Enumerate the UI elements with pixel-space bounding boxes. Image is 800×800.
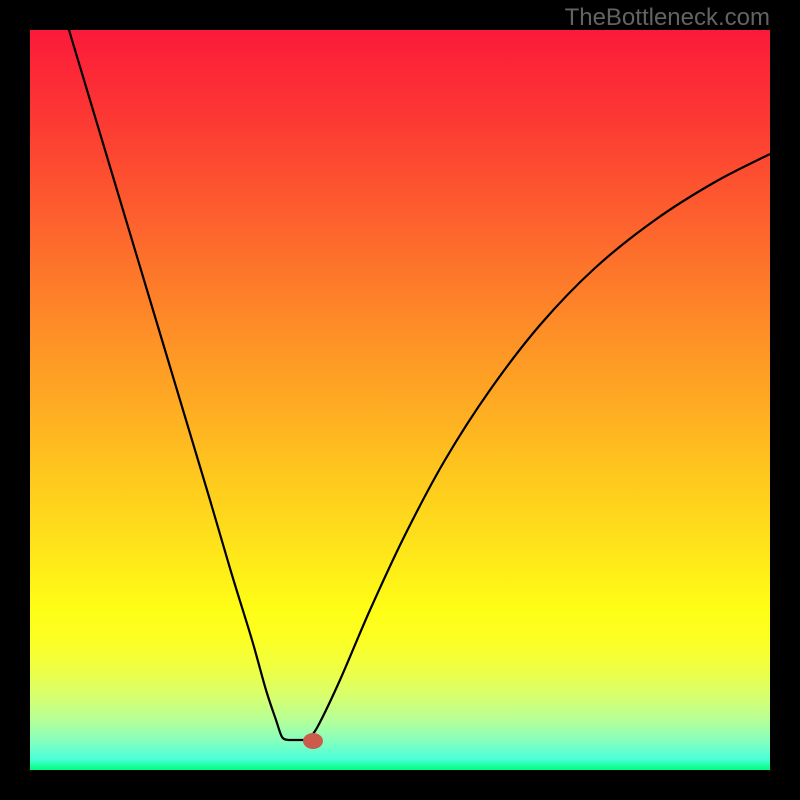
sweet-spot-marker <box>303 733 323 749</box>
bottleneck-curve <box>0 0 800 800</box>
chart-container: TheBottleneck.com <box>0 0 800 800</box>
watermark-text: TheBottleneck.com <box>565 4 770 32</box>
